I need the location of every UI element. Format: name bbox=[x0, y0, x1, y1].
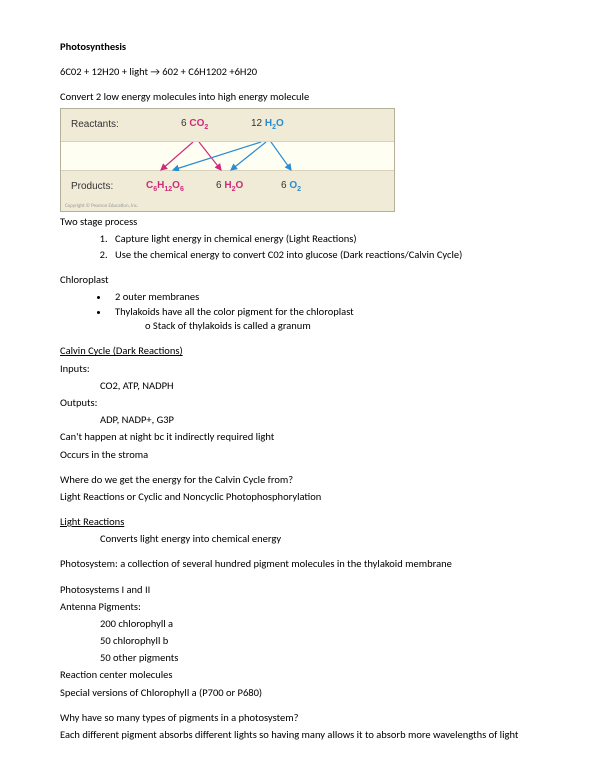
photosystem-definition: Photosystem: a collection of several hun… bbox=[60, 557, 535, 571]
h2o-coef: 12 bbox=[251, 118, 262, 129]
calvin-heading: Calvin Cycle (Dark Reactions) bbox=[60, 344, 535, 358]
calvin-inputs-label: Inputs: bbox=[60, 362, 535, 376]
chloroplast-item-text: Thylakoids have all the color pigment fo… bbox=[115, 305, 354, 318]
page-title: Photosynthesis bbox=[60, 40, 535, 54]
pigment-item: 50 other pigments bbox=[60, 651, 535, 665]
why-question: Why have so many types of pigments in a … bbox=[60, 711, 535, 725]
h2o-formula: H2O bbox=[265, 118, 284, 129]
chloroplast-list: 2 outer membranes Thylakoids have all th… bbox=[60, 290, 535, 334]
light-reactions-desc: Converts light energy into chemical ener… bbox=[60, 532, 535, 546]
energy-question: Where do we get the energy for the Calvi… bbox=[60, 473, 535, 487]
co2-coef: 6 bbox=[181, 118, 187, 129]
chloroplast-item: 2 outer membranes bbox=[110, 290, 535, 304]
diagram-arrows bbox=[61, 142, 396, 172]
o2-coef: 6 bbox=[281, 180, 287, 191]
chloroplast-subitem: Stack of thylakoids is called a granum bbox=[145, 319, 535, 333]
two-stage-list: Capture light energy in chemical energy … bbox=[60, 232, 535, 261]
h2o-p-formula: H2O bbox=[224, 180, 243, 191]
calvin-outputs-label: Outputs: bbox=[60, 396, 535, 410]
calvin-note1: Can't happen at night bc it indirectly r… bbox=[60, 430, 535, 444]
antenna-label: Antenna Pigments: bbox=[60, 600, 535, 614]
reaction-diagram: Reactants: 6 CO2 12 H2O bbox=[60, 108, 395, 213]
calvin-note2: Occurs in the stroma bbox=[60, 448, 535, 462]
chloroplast-heading: Chloroplast bbox=[60, 273, 535, 287]
pigment-item: 200 chlorophyll a bbox=[60, 617, 535, 631]
glucose-formula: C6H12O6 bbox=[146, 179, 184, 194]
two-stage-item: Use the chemical energy to convert C02 i… bbox=[110, 248, 535, 262]
chloroplast-item: Thylakoids have all the color pigment fo… bbox=[110, 305, 535, 333]
why-answer: Each different pigment absorbs different… bbox=[60, 728, 535, 742]
two-stage-heading: Two stage process bbox=[60, 215, 535, 229]
energy-answer: Light Reactions or Cyclic and Noncyclic … bbox=[60, 490, 535, 504]
two-stage-item: Capture light energy in chemical energy … bbox=[110, 232, 535, 246]
o2-formula: O2 bbox=[289, 180, 301, 191]
special-chlorophyll: Special versions of Chlorophyll a (P700 … bbox=[60, 686, 535, 700]
products-label: Products: bbox=[61, 180, 139, 194]
reaction-center: Reaction center molecules bbox=[60, 668, 535, 682]
photosystems-heading: Photosystems I and II bbox=[60, 583, 535, 597]
diagram-copyright: Copyright © Pearson Education, Inc. bbox=[61, 203, 394, 212]
h2o-p-coef: 6 bbox=[216, 180, 222, 191]
calvin-outputs: ADP, NADP+, G3P bbox=[60, 413, 535, 427]
equation: 6C02 + 12H20 + light → 602 + C6H1202 +6H… bbox=[60, 65, 535, 79]
reactants-label: Reactants: bbox=[61, 118, 139, 132]
calvin-inputs: CO2, ATP, NADPH bbox=[60, 379, 535, 393]
co2-formula: CO2 bbox=[189, 118, 208, 129]
pigment-item: 50 chlorophyll b bbox=[60, 634, 535, 648]
light-reactions-heading: Light Reactions bbox=[60, 515, 535, 529]
convert-line: Convert 2 low energy molecules into high… bbox=[60, 90, 535, 104]
